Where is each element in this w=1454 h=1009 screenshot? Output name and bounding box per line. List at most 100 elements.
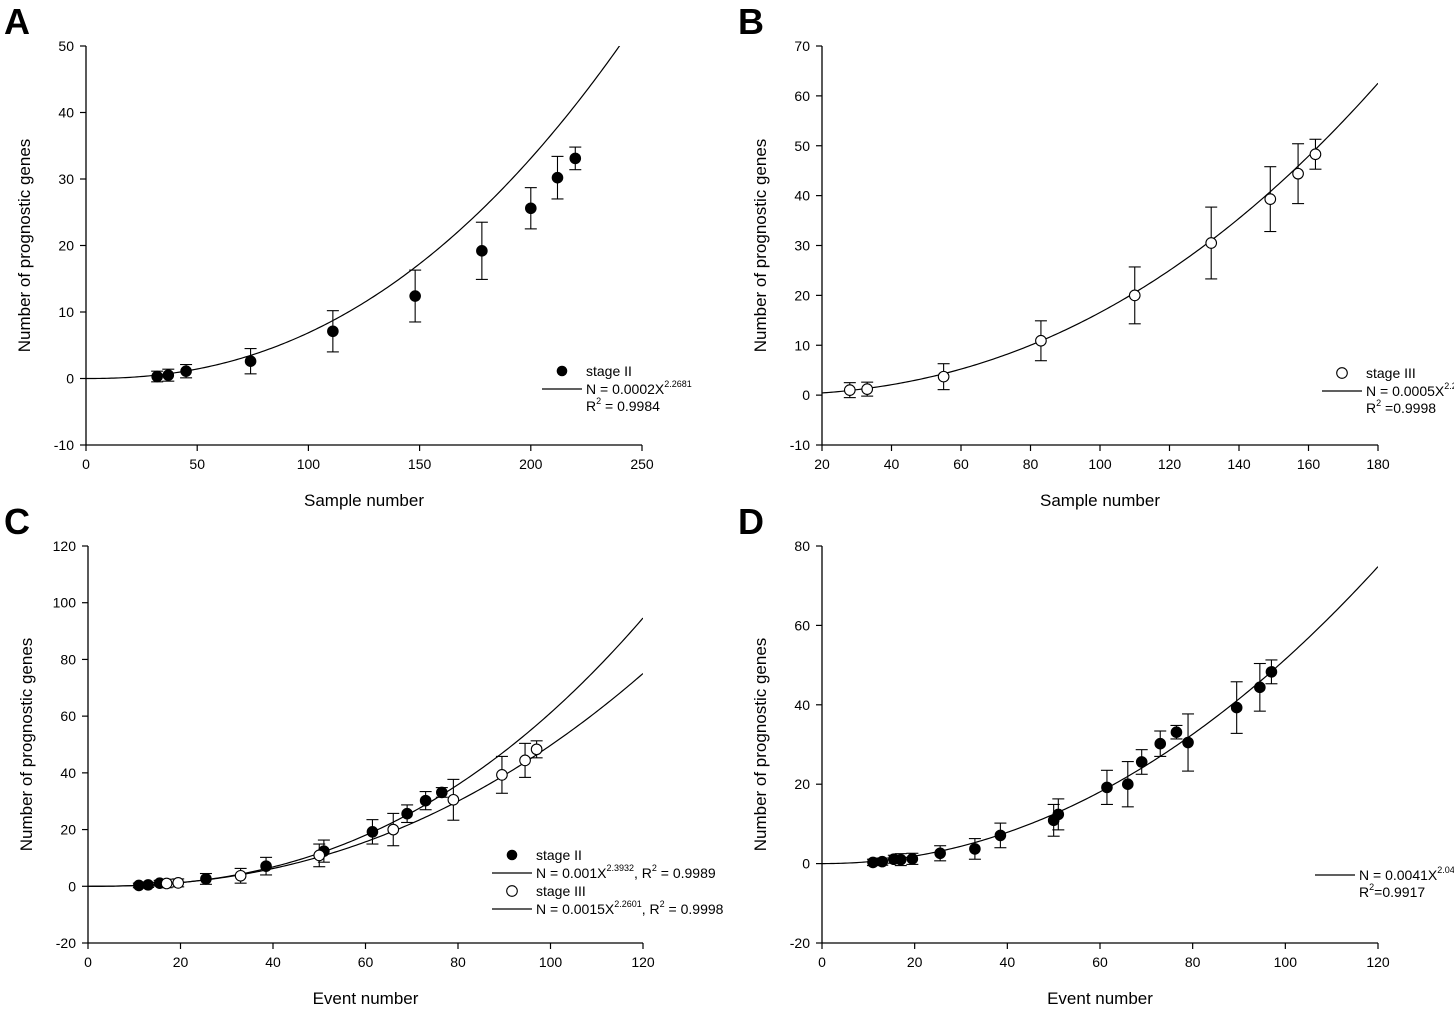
data-point [861,383,874,395]
x-tick-label: 20 [173,954,189,970]
y-tick-label: -20 [790,935,810,951]
data-point [937,370,950,383]
data-point [142,879,154,891]
legend-r2: R2 =0.9998 [1366,398,1436,416]
legend-label: stage II [536,847,582,863]
panel-letter: D [738,501,764,542]
legend: stage IIN = 0.001X2.3932, R2 = 0.9989 sta… [492,847,724,917]
y-tick-label: -10 [790,437,810,453]
data-point [969,843,981,855]
data-point [994,829,1007,842]
data-point [894,853,907,866]
y-tick-label: -20 [56,935,76,951]
x-axis-title: Sample number [304,491,424,510]
x-axis-title: Event number [313,989,419,1008]
data-point [1265,666,1278,678]
data-point [843,384,856,396]
x-tick-label: 160 [1297,456,1321,472]
x-tick-label: 20 [907,954,923,970]
data-point [1205,237,1218,249]
x-tick-label: 100 [1088,456,1112,472]
data-point [1135,756,1148,768]
y-tick-label: 40 [60,765,76,781]
x-tick-label: 60 [953,456,969,472]
x-tick-label: 80 [1185,954,1201,970]
panel-b: B -10 0 10 20 30 40 50 60 70 20 40 60 80 100 120 140 160 1… [738,1,1454,510]
data-point [1035,334,1047,347]
data-point [172,877,185,889]
x-tick-label: 100 [1274,954,1298,970]
y-tick-label: 0 [66,371,74,387]
y-tick-label: 40 [794,188,810,204]
y-tick-label: 0 [802,387,810,403]
legend-marker [556,365,568,377]
panel-a: A -10 0 10 20 30 40 50 0 50 100 150 200 250 Sample num… [4,1,692,510]
x-tick-label: 40 [884,456,900,472]
data-point [519,754,531,767]
y-tick-label: -10 [54,437,74,453]
fit-curve [822,82,1378,394]
legend-marker [506,885,518,897]
data-point [387,823,400,836]
x-tick-label: 50 [189,456,205,472]
x-tick-label: 120 [1366,954,1390,970]
x-axis-title: Event number [1047,989,1153,1008]
data-point [366,826,379,838]
data-point [447,793,460,806]
data-point [876,855,889,868]
x-tick-label: 80 [1023,456,1039,472]
x-tick-label: 200 [519,456,543,472]
panel-c: C -20 0 20 40 60 80 100 120 0 20 40 60 80 100 120 Event … [4,501,724,1008]
data-point [260,860,272,872]
data-point [1292,167,1304,180]
data-point [1230,701,1243,714]
data-point [1122,778,1134,791]
panel-letter: A [4,1,30,42]
data-point [180,365,192,377]
y-tick-label: 40 [794,697,810,713]
data-point [1264,193,1277,205]
y-tick-label: 0 [68,878,76,894]
data-point [1101,781,1113,794]
x-tick-label: 0 [82,456,90,472]
y-tick-label: 60 [794,617,810,633]
y-tick-label: 50 [794,138,810,154]
y-axis-title: Number of prognostic genes [15,139,34,353]
data-point [401,807,413,820]
y-tick-label: 30 [58,171,74,187]
data-point [476,245,488,257]
y-tick-label: 60 [60,708,76,724]
data-point [234,869,247,882]
y-tick-label: 20 [60,822,76,838]
y-tick-label: 10 [58,304,74,320]
x-tick-label: 140 [1227,456,1251,472]
data-point [934,847,946,860]
data-point [525,202,537,215]
y-tick-label: 50 [58,38,74,54]
x-tick-label: 60 [1092,954,1108,970]
y-tick-label: 70 [794,38,810,54]
data-point [160,877,173,890]
data-point [1154,737,1167,750]
y-tick-label: 80 [794,538,810,554]
x-tick-label: 20 [814,456,830,472]
x-axis-title: Sample number [1040,491,1160,510]
y-axis-title: Number of prognostic genes [17,638,36,852]
x-tick-label: 80 [450,954,466,970]
x-tick-label: 250 [630,456,654,472]
data-point [1254,681,1266,694]
data-point [1309,148,1322,161]
data-point [244,355,257,368]
legend-marker [506,849,518,861]
y-tick-label: 120 [53,538,77,554]
legend-marker [1336,367,1348,379]
data-point [1128,289,1141,302]
legend-label: stage III [1366,365,1416,381]
y-axis-title: Number of prognostic genes [751,638,770,852]
panel-d: D -20 0 20 40 60 80 0 20 40 60 80 100 120 Event number… [738,501,1454,1008]
x-tick-label: 100 [297,456,321,472]
data-point [162,369,175,381]
data-point [906,853,919,865]
data-point [1182,736,1194,749]
